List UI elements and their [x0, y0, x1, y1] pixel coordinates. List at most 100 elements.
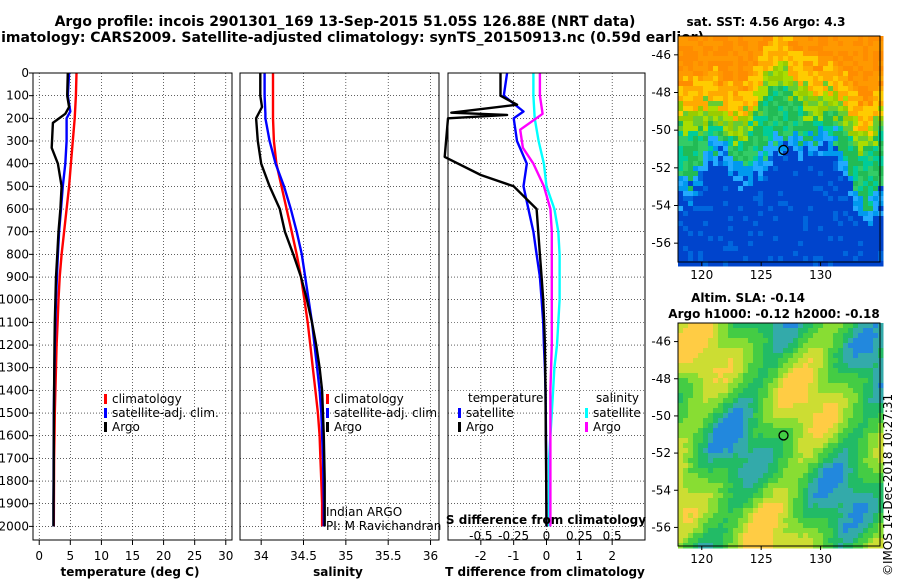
map-cell [828, 261, 834, 267]
map-cell [818, 231, 824, 237]
map-cell [738, 378, 744, 384]
map-cell [733, 388, 739, 394]
map-cell [868, 56, 874, 62]
map-cell [848, 246, 854, 252]
map-cell [783, 81, 789, 87]
map-cell [698, 136, 704, 142]
map-cell [703, 518, 709, 524]
map-cell [758, 498, 764, 504]
map-cell [758, 171, 764, 177]
map-cell [843, 146, 849, 152]
map-cell [723, 368, 729, 374]
map-cell [748, 323, 754, 329]
map-cell [693, 201, 699, 207]
map-cell [793, 261, 799, 267]
map-cell [763, 428, 769, 434]
map-cell [818, 348, 824, 354]
map-cell [703, 323, 709, 329]
map-cell [693, 423, 699, 429]
map-cell [863, 438, 869, 444]
map-cell [823, 328, 829, 334]
map-cell [698, 363, 704, 369]
map-cell [788, 428, 794, 434]
map-cell [728, 156, 734, 162]
map-cell [878, 473, 884, 479]
map-cell [808, 423, 814, 429]
map-cell [698, 403, 704, 409]
map-cell [708, 141, 714, 147]
map-cell [853, 508, 859, 514]
map-cell [818, 333, 824, 339]
map-cell [693, 196, 699, 202]
map-cell [793, 166, 799, 172]
map-cell [773, 216, 779, 222]
x-tick-label: 1 [576, 549, 584, 563]
map-cell [843, 433, 849, 439]
map-cell [823, 468, 829, 474]
map-cell [743, 403, 749, 409]
map-cell [778, 176, 784, 182]
map-cell [818, 156, 824, 162]
map-cell [813, 91, 819, 97]
map-cell [703, 328, 709, 334]
map-cell [843, 388, 849, 394]
map-cell [838, 171, 844, 177]
map-cell [873, 403, 879, 409]
map-cell [823, 106, 829, 112]
map-cell [723, 231, 729, 237]
map-cell [858, 126, 864, 132]
map-cell [688, 358, 694, 364]
map-cell [753, 211, 759, 217]
map-cell [858, 508, 864, 514]
map-cell [858, 236, 864, 242]
map-cell [793, 251, 799, 257]
map-cell [863, 443, 869, 449]
map-cell [738, 116, 744, 122]
map-cell [678, 483, 684, 489]
map-cell [858, 378, 864, 384]
map-cell [783, 458, 789, 464]
map-cell [833, 111, 839, 117]
map-cell [753, 56, 759, 62]
map-cell [858, 241, 864, 247]
map-cell [878, 528, 884, 534]
map-cell [688, 216, 694, 222]
map-cell [733, 463, 739, 469]
map-cell [743, 418, 749, 424]
map-cell [728, 493, 734, 499]
map-cell [733, 251, 739, 257]
map-cell [763, 126, 769, 132]
map-cell [848, 413, 854, 419]
map-cell [708, 513, 714, 519]
map-cell [863, 388, 869, 394]
map-cell [873, 533, 879, 539]
map-cell [748, 353, 754, 359]
map-cell [843, 538, 849, 544]
map-cell [738, 403, 744, 409]
map-cell [818, 81, 824, 87]
map-cell [743, 116, 749, 122]
map-cell [733, 171, 739, 177]
map-cell [868, 201, 874, 207]
map-cell [863, 368, 869, 374]
map-cell [758, 438, 764, 444]
map-cell [813, 393, 819, 399]
map-cell [758, 528, 764, 534]
map-cell [708, 101, 714, 107]
map-cell [768, 403, 774, 409]
map-cell [868, 186, 874, 192]
map-cell [758, 348, 764, 354]
map-cell [843, 368, 849, 374]
map-cell [863, 41, 869, 47]
map-cell [868, 76, 874, 82]
map-cell [818, 201, 824, 207]
map-cell [873, 398, 879, 404]
map-cell [743, 156, 749, 162]
map-cell [778, 41, 784, 47]
map-cell [803, 333, 809, 339]
map-cell [798, 121, 804, 127]
map-cell [813, 216, 819, 222]
map-cell [783, 61, 789, 67]
map-cell [748, 378, 754, 384]
map-cell [723, 81, 729, 87]
